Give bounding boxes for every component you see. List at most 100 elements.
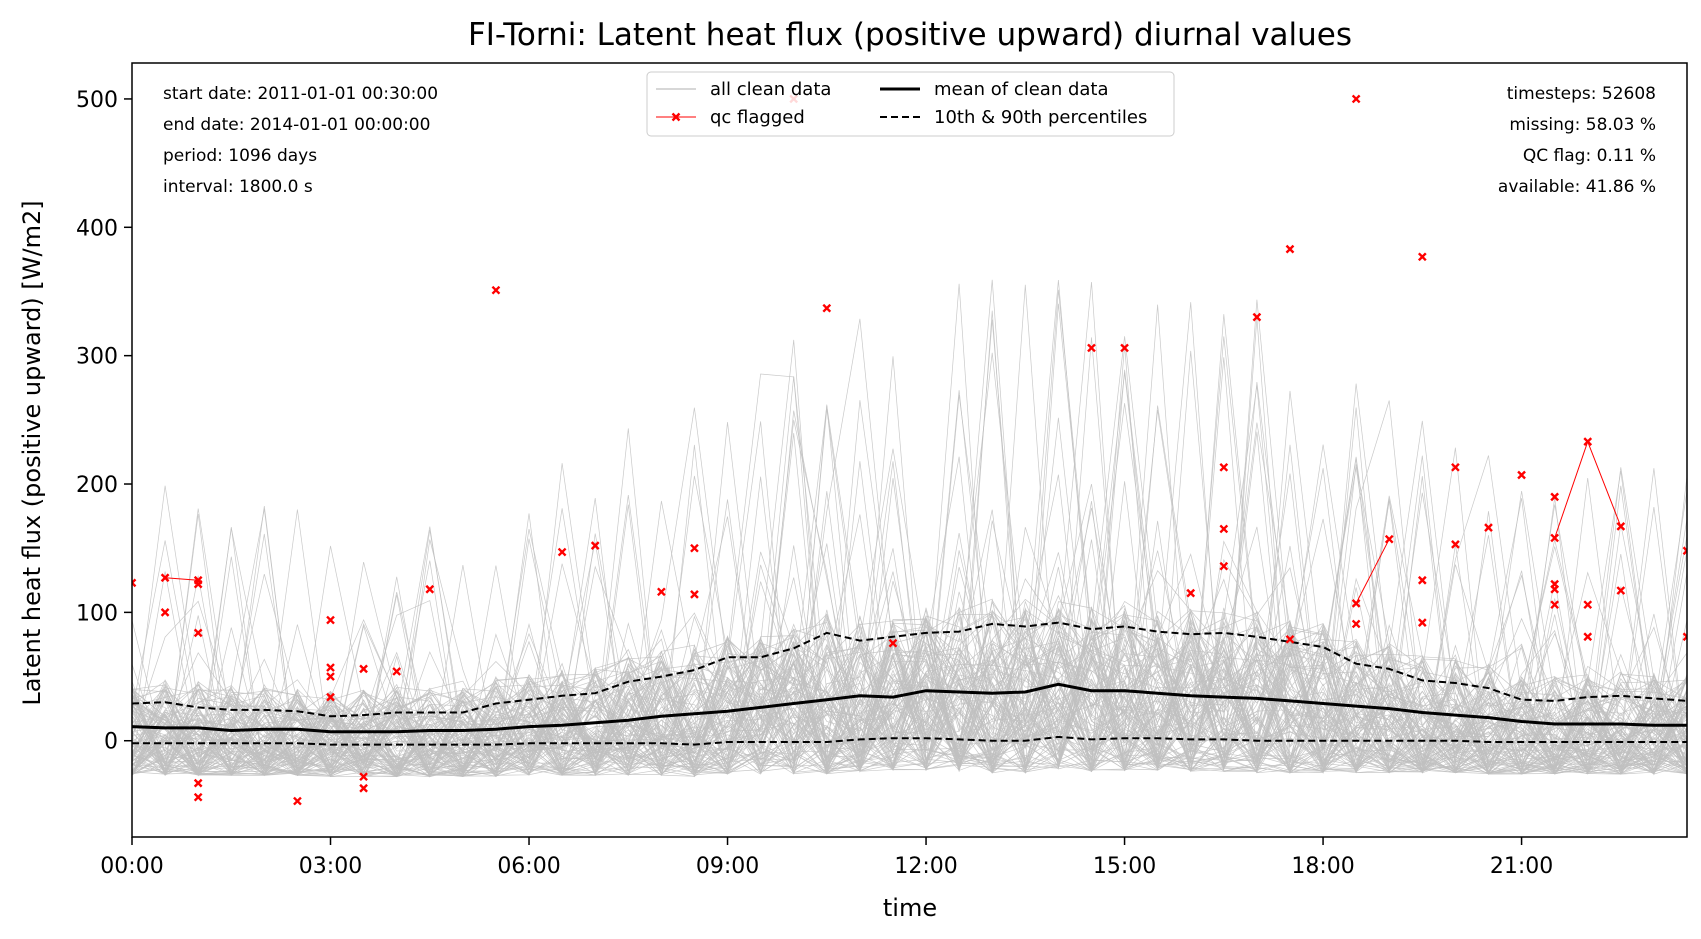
percentile-lines: [131, 621, 1688, 746]
clean-data-trace: [132, 400, 1687, 775]
qc-flagged-point: [491, 285, 501, 295]
qc-flagged-point: [1451, 462, 1460, 472]
legend-swatch-qc-marker: [671, 112, 681, 122]
stats-left-box: start date: 2011-01-01 00:30:00 end date…: [163, 84, 438, 197]
x-axis-label: time: [883, 894, 937, 922]
clean-data-trace: [132, 299, 1687, 776]
stat-period: period: 1096 days: [163, 146, 317, 166]
qc-flagged-point: [326, 663, 335, 672]
qc-flagged-markers: [132, 94, 1687, 806]
qc-flagged-point: [1285, 634, 1295, 644]
y-tick-label: 400: [76, 216, 118, 241]
qc-flagged-point: [193, 628, 203, 638]
clean-data-trace: [132, 511, 1687, 776]
legend-label-percentiles: 10th & 90th percentiles: [934, 107, 1147, 128]
qc-flagged-point: [1550, 600, 1560, 610]
clean-data-trace: [132, 474, 1687, 777]
stats-right-box: timesteps: 52608 missing: 58.03 % QC fla…: [1498, 84, 1656, 197]
qc-flagged-point: [1682, 632, 1687, 642]
clean-data-trace: [132, 407, 1687, 777]
p10-line: [132, 735, 1687, 746]
qc-flagged-point: [557, 547, 567, 557]
clean-data-trace: [132, 614, 1687, 776]
qc-flagged-point: [160, 573, 170, 583]
qc-flagged-point: [1285, 244, 1295, 254]
x-tick-label: 09:00: [696, 854, 759, 879]
clean-data-trace: [132, 565, 1687, 774]
chart-title: FI-Torni: Latent heat flux (positive upw…: [468, 17, 1352, 53]
legend: all clean data qc flagged mean of clean …: [646, 71, 1175, 137]
clean-data-trace: [132, 336, 1687, 776]
qc-flagged-point: [1219, 561, 1229, 571]
clean-data-trace: [132, 461, 1687, 777]
clean-data-trace: [132, 659, 1687, 776]
qc-flagged-point: [293, 796, 302, 806]
qc-flagged-point: [1517, 470, 1526, 480]
clean-data-trace: [132, 566, 1687, 777]
x-tick-label: 06:00: [497, 854, 560, 879]
qc-flagged-point: [359, 772, 368, 782]
qc-flagged-point: [690, 543, 699, 553]
qc-flagged-point: [193, 579, 203, 589]
qc-flagged-point: [1583, 600, 1593, 610]
clean-data-trace: [132, 484, 1687, 777]
qc-flagged-point: [1550, 533, 1560, 543]
clean-data-trace: [132, 637, 1687, 778]
qc-flagged-point: [1219, 524, 1229, 534]
qc-flagged-point: [1616, 522, 1626, 531]
clean-data-trace: [132, 513, 1687, 775]
qc-flagged-point: [1417, 618, 1427, 627]
clean-data-trace: [132, 314, 1687, 778]
y-tick-label: 500: [76, 88, 118, 113]
y-tick-label: 200: [76, 473, 118, 498]
x-tick-label: 00:00: [100, 854, 163, 879]
qc-flagged-point: [326, 692, 335, 702]
stat-available: available: 41.86 %: [1498, 177, 1656, 197]
clean-data-trace: [132, 504, 1687, 775]
stat-missing: missing: 58.03 %: [1509, 115, 1656, 135]
legend-label-mean: mean of clean data: [934, 79, 1109, 100]
legend-frame: [646, 71, 1175, 137]
qc-flagged-point: [1351, 599, 1361, 608]
qc-flagged-point: [193, 778, 203, 788]
x-tick-label: 15:00: [1093, 854, 1156, 879]
qc-flagged-point: [690, 590, 699, 599]
stat-timesteps: timesteps: 52608: [1507, 84, 1656, 104]
qc-flagged-point: [1484, 523, 1493, 533]
y-tick-label: 0: [104, 730, 118, 755]
x-tick-label: 21:00: [1490, 854, 1553, 879]
qc-flagged-point: [1351, 94, 1361, 104]
clean-data-trace: [132, 408, 1687, 776]
clean-data-trace: [132, 447, 1687, 775]
qc-flagged-point: [359, 664, 368, 674]
clean-data-trace: [132, 422, 1687, 775]
clean-data-trace: [132, 546, 1687, 776]
qc-flagged-point: [1583, 632, 1593, 642]
y-tick-label: 300: [76, 345, 118, 370]
clean-data-trace: [132, 283, 1687, 776]
y-tick-label: 100: [76, 601, 118, 626]
stat-start-date: start date: 2011-01-01 00:30:00: [163, 84, 438, 104]
legend-label-clean: all clean data: [710, 79, 831, 100]
clean-data-trace: [132, 356, 1687, 777]
qc-flagged-point: [132, 578, 137, 588]
qc-flagged-point: [590, 541, 600, 550]
qc-flagged-point: [1451, 539, 1460, 549]
x-tick-label: 12:00: [894, 854, 957, 879]
qc-flagged-point: [1417, 252, 1427, 262]
qc-flagged-point: [657, 587, 666, 597]
qc-flagged-point: [425, 584, 435, 594]
legend-label-qc: qc flagged: [710, 107, 805, 128]
stat-qc-flag: QC flag: 0.11 %: [1523, 146, 1656, 166]
qc-flagged-point: [193, 792, 203, 802]
qc-flagged-link: [1355, 538, 1390, 604]
qc-flagged-point: [1550, 584, 1560, 594]
stat-interval: interval: 1800.0 s: [163, 177, 313, 197]
clean-data-trace: [132, 456, 1687, 776]
clean-data-trace: [132, 560, 1687, 776]
qc-flagged-point: [326, 672, 335, 681]
qc-flagged-point: [160, 608, 170, 617]
clean-data-trace: [132, 319, 1687, 777]
qc-flagged-point: [1186, 588, 1196, 598]
